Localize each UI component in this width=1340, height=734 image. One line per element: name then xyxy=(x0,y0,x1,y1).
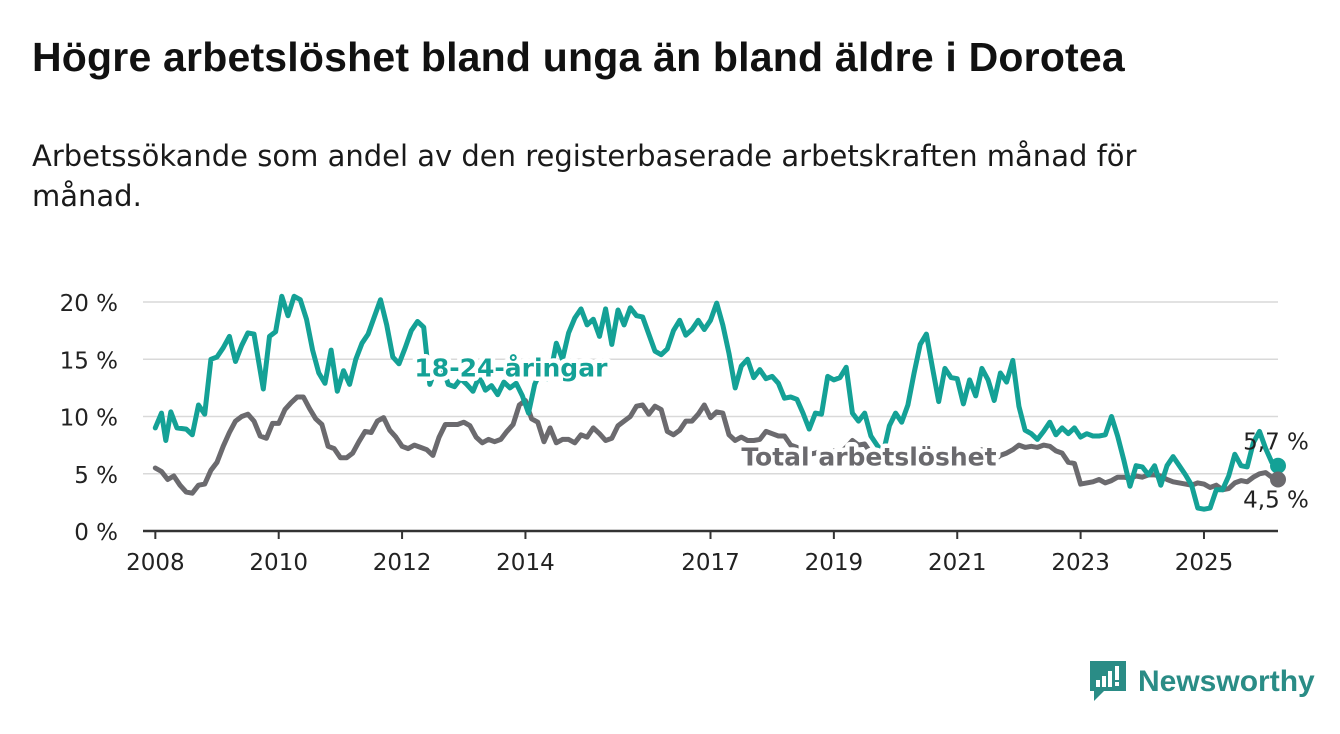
x-tick-label: 2017 xyxy=(681,550,740,576)
x-tick-label: 2021 xyxy=(928,550,987,576)
chart-subtitle: Arbetssökande som andel av den registerb… xyxy=(32,139,1137,213)
series-end-marker-total xyxy=(1270,471,1286,488)
x-tick-label: 2019 xyxy=(805,550,864,576)
x-tick-label: 2025 xyxy=(1175,550,1234,576)
series-label-total: Total arbetslöshet xyxy=(741,443,996,472)
brand: Newsworthy xyxy=(1090,660,1315,704)
x-tick-label: 2010 xyxy=(249,550,308,576)
y-tick-label: 0 % xyxy=(74,520,118,546)
series-line-total xyxy=(152,394,1281,496)
series-end-marker-youth xyxy=(1270,457,1286,474)
brand-name: Newsworthy xyxy=(1138,665,1315,698)
series-line-youth xyxy=(152,293,1281,512)
y-tick-label: 5 % xyxy=(74,463,118,489)
newsworthy-logo-icon xyxy=(1090,661,1126,701)
end-value-label-youth: 5,7 % xyxy=(1243,430,1309,456)
series-label-youth: 18-24-åringar xyxy=(414,353,608,382)
chart-title: Högre arbetslöshet bland unga än bland ä… xyxy=(32,34,1125,80)
x-tick-label: 2014 xyxy=(496,550,555,576)
x-tick-label: 2012 xyxy=(373,550,432,576)
x-tick-label: 2023 xyxy=(1051,550,1110,576)
y-tick-label: 10 % xyxy=(60,406,118,432)
y-tick-label: 15 % xyxy=(60,348,118,374)
x-tick-label: 2008 xyxy=(126,550,185,576)
end-value-label-total: 4,5 % xyxy=(1243,487,1309,513)
y-tick-label: 20 % xyxy=(60,291,118,317)
